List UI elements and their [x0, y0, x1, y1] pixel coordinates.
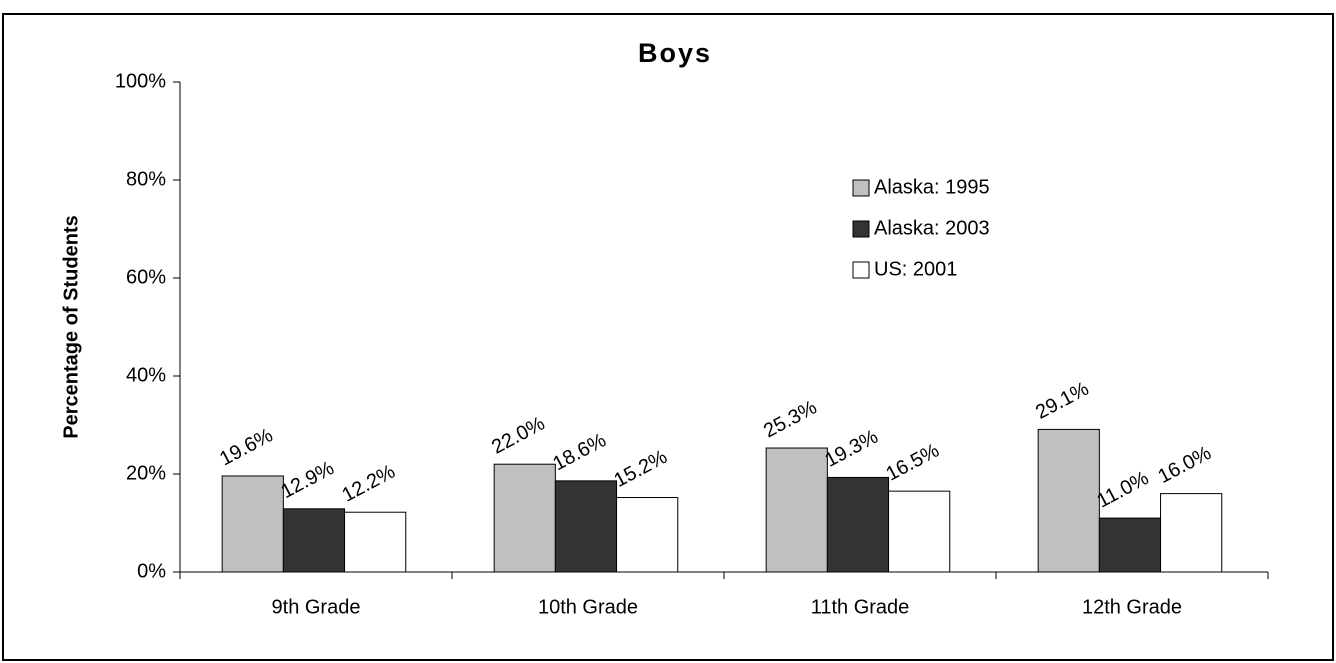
- bar: [493, 463, 556, 573]
- y-tick-label: 40%: [126, 364, 166, 386]
- bar: [1098, 517, 1162, 573]
- bar: [1037, 428, 1100, 573]
- bar: [344, 511, 407, 573]
- bar: [554, 480, 618, 573]
- bar: [888, 490, 951, 573]
- y-axis-label: Percentage of Students: [60, 215, 82, 438]
- x-tick-label: 10th Grade: [538, 596, 638, 618]
- y-tick-label: 80%: [126, 168, 166, 190]
- legend-swatch: [852, 179, 870, 197]
- legend-label: Alaska: 2003: [874, 217, 990, 239]
- x-tick-label: 11th Grade: [811, 596, 910, 618]
- bar: [1160, 493, 1223, 573]
- x-tick-label: 12th Grade: [1082, 596, 1182, 618]
- x-tick-label: 9th Grade: [272, 596, 361, 618]
- chart-title: Boys: [638, 38, 712, 68]
- bar: [221, 475, 284, 573]
- legend-swatch: [852, 261, 870, 279]
- y-tick-label: 20%: [126, 462, 166, 484]
- bar: [616, 497, 679, 573]
- y-tick-label: 100%: [115, 70, 166, 92]
- bar: [765, 447, 828, 573]
- y-tick-label: 60%: [126, 266, 166, 288]
- legend-swatch: [852, 220, 870, 238]
- bar: [826, 476, 890, 573]
- legend-label: US: 2001: [874, 258, 957, 280]
- bar: [282, 508, 346, 573]
- y-tick-label: 0%: [137, 560, 166, 582]
- legend-label: Alaska: 1995: [874, 176, 990, 198]
